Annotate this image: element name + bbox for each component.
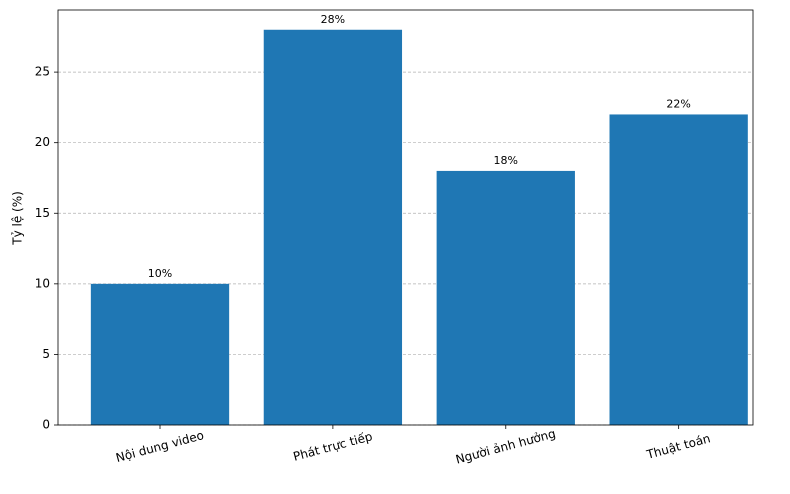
value-label: 10% [148,267,172,280]
bar [90,283,230,425]
x-tick-label: Phát trực tiếp [292,429,374,464]
x-tick-label: Nội dung video [114,428,205,465]
y-tick-label: 25 [35,65,50,79]
y-tick-label: 10 [35,276,50,290]
bar [609,114,748,425]
y-tick-label: 20 [35,135,50,149]
bar [436,170,575,425]
y-tick-label: 0 [42,418,50,432]
bar [263,29,403,426]
y-axis-label: Tỷ lệ (%) [11,191,25,246]
x-tick-label: Thuật toán [644,431,712,462]
value-label: 28% [321,13,345,26]
y-tick-label: 5 [42,347,50,361]
y-tick-label: 15 [35,206,50,220]
x-tick-label: Người ảnh hưởng [454,426,557,466]
plot-frame [57,9,754,426]
value-label: 18% [494,154,518,167]
value-label: 22% [666,97,690,110]
